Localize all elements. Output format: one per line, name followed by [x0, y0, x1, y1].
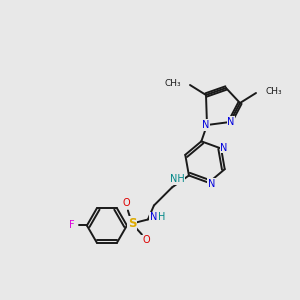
Text: CH₃: CH₃	[265, 86, 282, 95]
Text: N: N	[220, 142, 228, 152]
Text: O: O	[142, 236, 150, 245]
Text: S: S	[128, 217, 136, 230]
Text: N: N	[208, 179, 215, 189]
Text: N: N	[150, 212, 158, 223]
Text: O: O	[122, 199, 130, 208]
Text: N: N	[202, 120, 210, 130]
Text: N: N	[227, 117, 235, 127]
Text: H: H	[158, 212, 166, 223]
Text: NH: NH	[169, 175, 184, 184]
Text: F: F	[69, 220, 75, 230]
Text: CH₃: CH₃	[164, 79, 181, 88]
